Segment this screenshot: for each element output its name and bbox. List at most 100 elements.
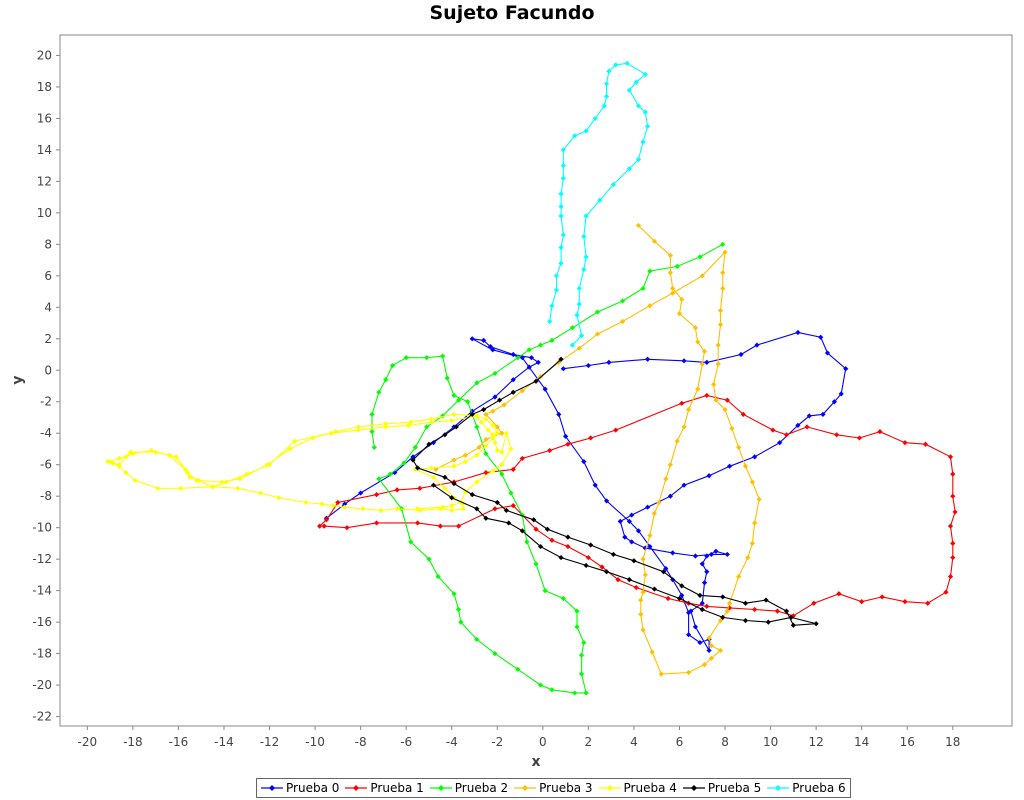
data-point	[704, 359, 710, 365]
data-point	[474, 506, 480, 512]
data-point	[166, 452, 172, 458]
data-point	[424, 355, 430, 361]
data-point	[130, 451, 136, 457]
data-point	[426, 556, 432, 562]
x-axis-label: x	[531, 754, 540, 770]
data-point	[560, 163, 566, 169]
data-point	[701, 348, 708, 354]
data-point	[588, 435, 594, 441]
data-point	[560, 147, 566, 153]
data-point	[378, 507, 384, 513]
data-point	[947, 573, 954, 580]
data-point	[474, 413, 480, 419]
data-point	[408, 419, 414, 425]
data-point	[670, 290, 676, 296]
data-point	[508, 446, 514, 452]
data-point	[583, 690, 589, 696]
data-point	[369, 429, 375, 435]
x-tick-label: -14	[214, 735, 234, 749]
data-point	[638, 611, 644, 617]
data-point	[533, 561, 539, 567]
data-point	[558, 356, 564, 362]
data-point	[695, 386, 701, 392]
data-point	[663, 565, 669, 572]
data-point	[704, 603, 710, 609]
y-tick-label: 10	[37, 206, 52, 220]
data-point	[148, 447, 154, 454]
data-point	[394, 487, 400, 493]
data-point	[501, 402, 507, 408]
legend-item: Prueba 2	[429, 781, 508, 795]
data-point	[430, 474, 437, 480]
data-point	[428, 419, 434, 425]
data-point	[647, 268, 653, 274]
data-point	[569, 325, 576, 331]
data-point	[360, 506, 366, 512]
data-point	[547, 318, 553, 325]
data-point	[492, 506, 498, 512]
data-point	[499, 449, 505, 455]
data-point	[342, 504, 348, 510]
data-point	[572, 690, 578, 696]
data-point	[622, 534, 628, 540]
y-tick-label: -4	[40, 426, 52, 440]
data-point	[665, 595, 671, 602]
data-point	[358, 490, 364, 496]
data-point	[494, 430, 500, 436]
legend-item: Prueba 0	[261, 781, 339, 795]
data-point	[123, 454, 129, 460]
data-point	[756, 496, 762, 502]
data-point	[460, 506, 466, 512]
data-point	[576, 301, 582, 307]
data-point	[549, 303, 555, 309]
data-point	[783, 608, 790, 614]
data-point	[506, 520, 512, 526]
data-point	[856, 435, 863, 441]
data-point	[209, 484, 216, 490]
data-point	[483, 411, 489, 417]
data-point	[583, 254, 589, 260]
data-point	[462, 488, 468, 495]
data-point	[660, 569, 667, 575]
data-point	[330, 503, 336, 509]
data-point	[155, 485, 161, 491]
data-point	[581, 266, 587, 273]
data-point	[451, 591, 457, 597]
data-point	[574, 624, 580, 630]
data-point	[788, 614, 794, 620]
data-point	[414, 506, 421, 512]
data-point	[635, 222, 642, 229]
data-point	[619, 318, 626, 325]
data-point	[510, 466, 516, 473]
data-point	[116, 463, 122, 469]
data-point	[574, 608, 580, 614]
data-point	[449, 495, 455, 501]
data-point	[724, 551, 730, 558]
data-point	[619, 298, 626, 304]
data-point	[724, 608, 730, 614]
data-point	[510, 351, 516, 358]
data-point	[355, 427, 361, 433]
y-tick-label: 4	[44, 300, 52, 314]
x-tick-label: -18	[123, 735, 143, 749]
data-point	[774, 608, 781, 614]
data-point	[116, 455, 122, 462]
data-point	[583, 213, 589, 219]
data-point	[697, 592, 703, 598]
data-point	[503, 507, 509, 513]
data-point	[583, 562, 589, 569]
data-point	[717, 307, 724, 314]
series-prueba-1	[317, 392, 958, 619]
data-point	[717, 322, 724, 328]
data-point	[153, 449, 159, 455]
x-tick-label: 0	[539, 735, 547, 749]
data-point	[606, 68, 612, 74]
data-point	[483, 416, 489, 422]
data-point	[647, 303, 653, 309]
data-point	[109, 460, 115, 466]
data-point	[615, 577, 621, 583]
data-point	[428, 416, 434, 422]
data-point	[613, 62, 619, 68]
data-point	[187, 474, 193, 480]
